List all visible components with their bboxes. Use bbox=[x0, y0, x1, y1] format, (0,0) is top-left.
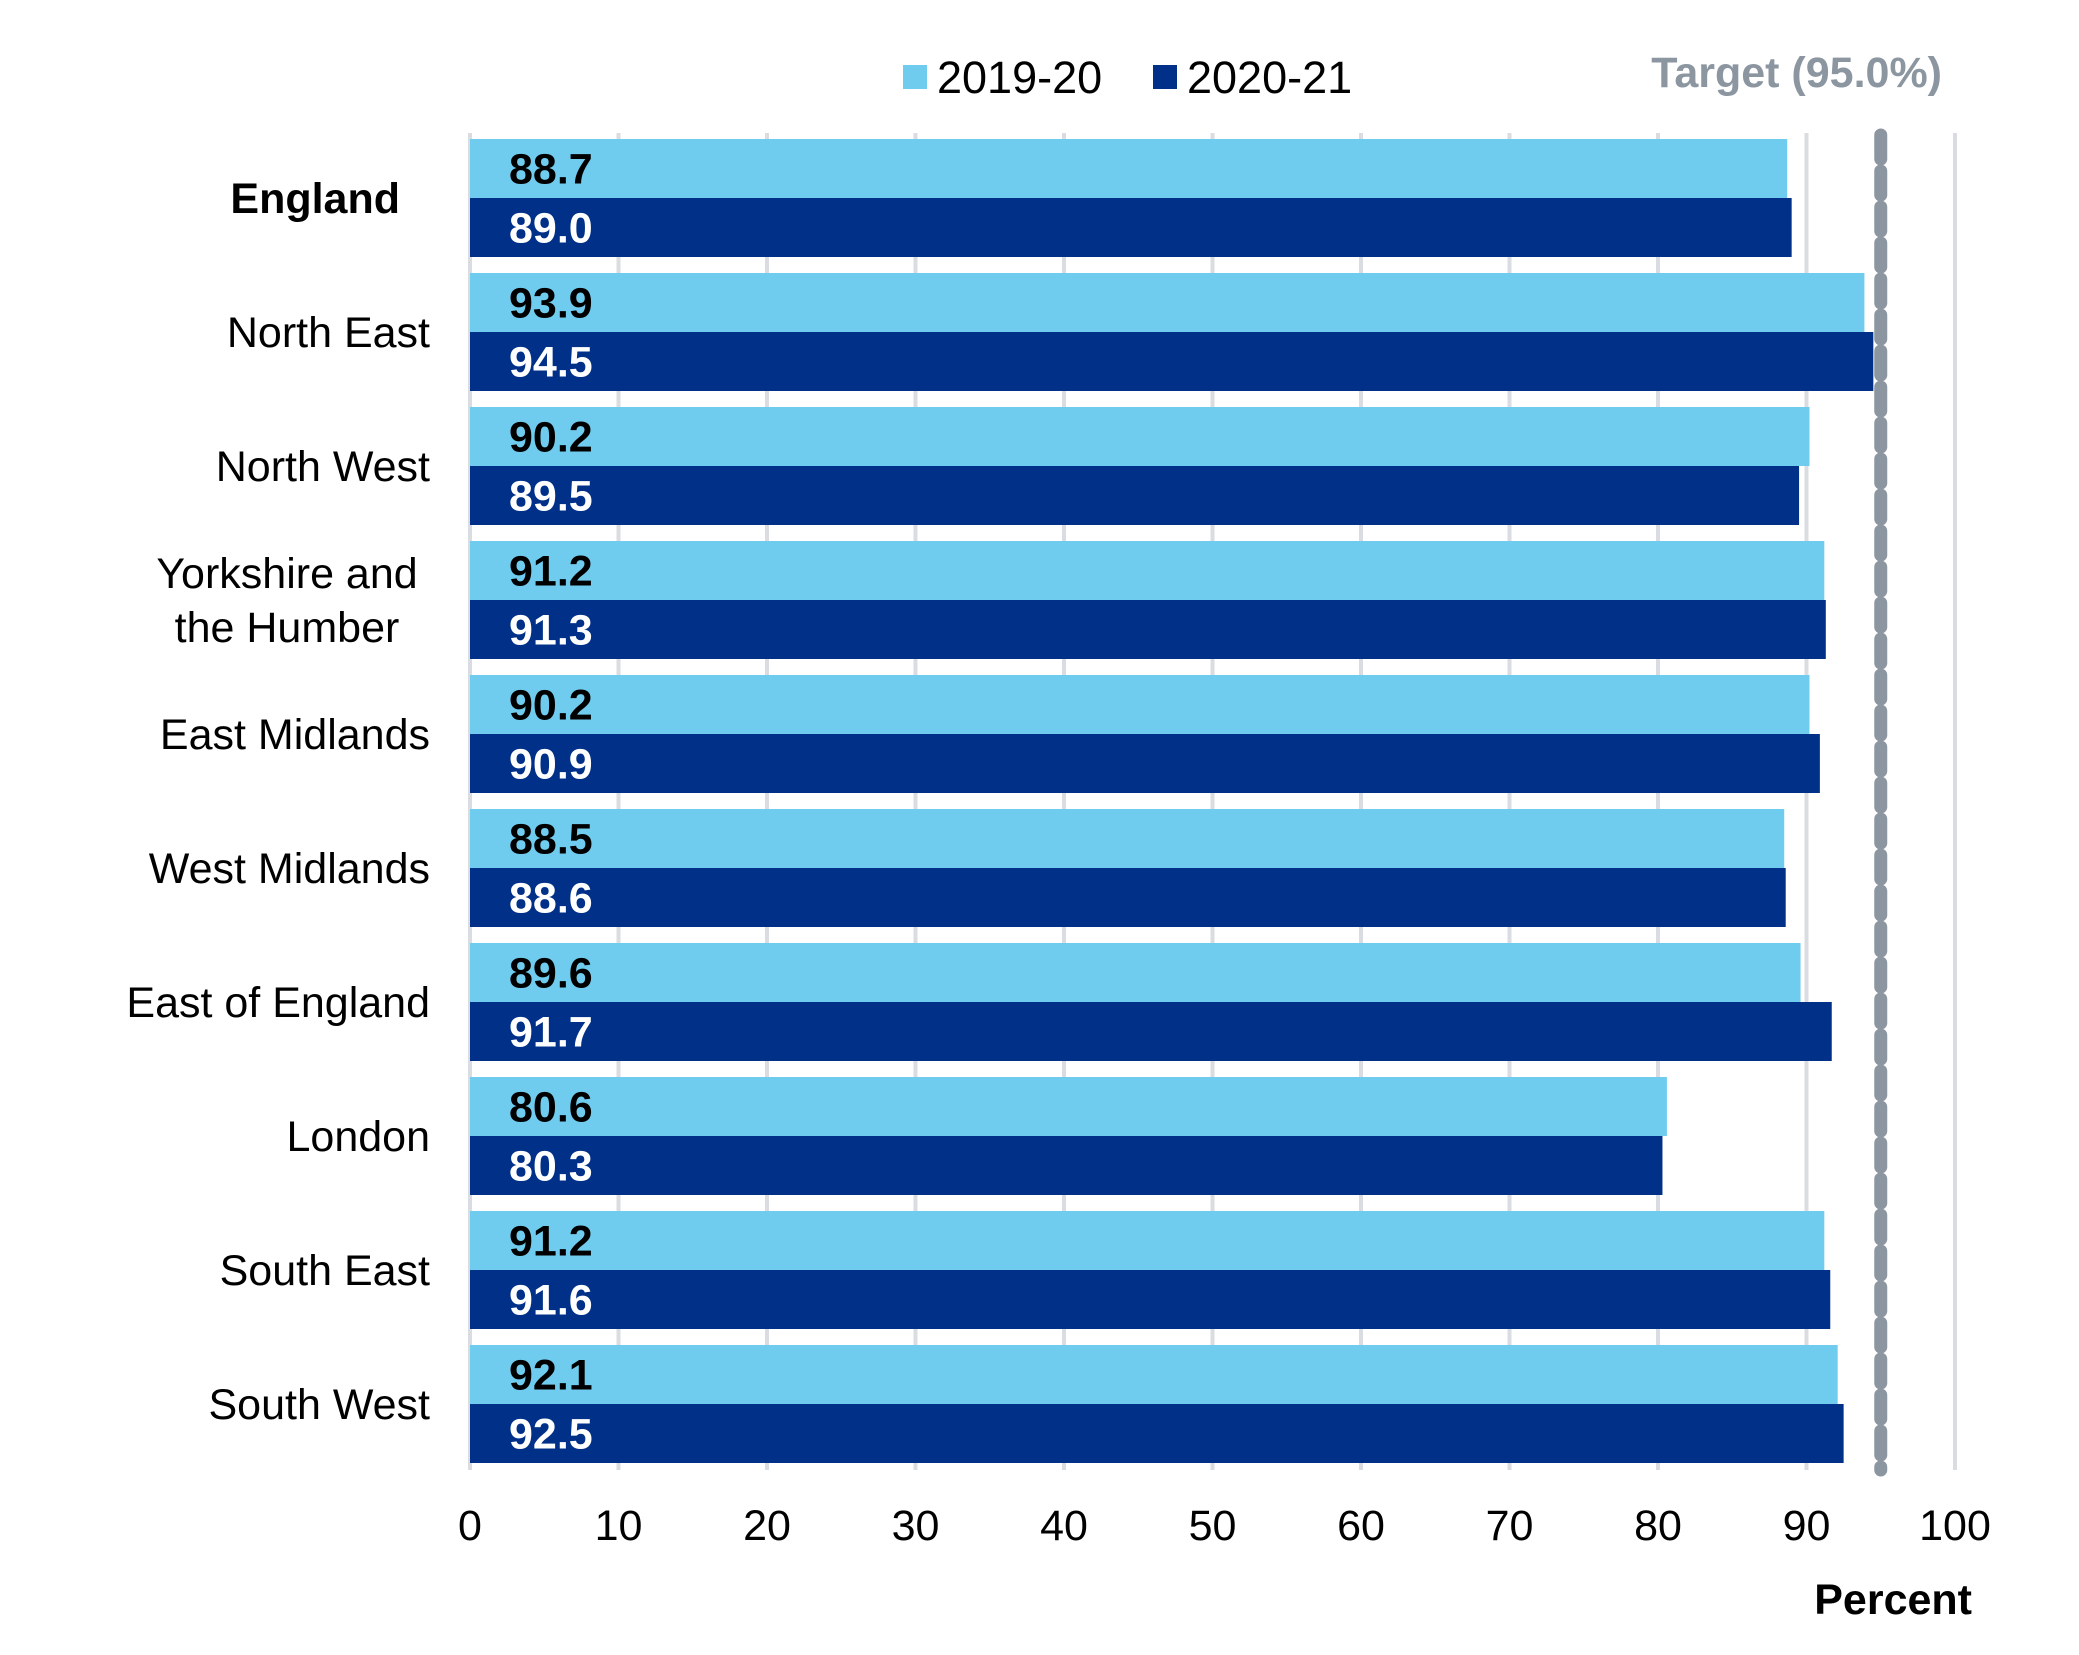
bar-west-midlands-2019-20 bbox=[470, 809, 1785, 868]
category-label-line: South West bbox=[209, 1381, 431, 1429]
data-label-south-west-2019-20: 92.1 bbox=[509, 1352, 593, 1400]
data-label-yorkshire-and-the-humber-2019-20: 91.2 bbox=[509, 548, 593, 596]
x-tick-50: 50 bbox=[1189, 1502, 1237, 1550]
bar-england-2020-21 bbox=[470, 198, 1792, 257]
category-label-line: the Humber bbox=[175, 604, 400, 652]
category-label-line: England bbox=[230, 175, 400, 223]
x-tick-0: 0 bbox=[458, 1502, 482, 1550]
bar-north-east-2020-21 bbox=[470, 332, 1874, 391]
bar-london-2020-21 bbox=[470, 1136, 1663, 1195]
data-label-england-2019-20: 88.7 bbox=[509, 146, 593, 194]
data-label-yorkshire-and-the-humber-2020-21: 91.3 bbox=[509, 607, 593, 655]
data-label-south-east-2020-21: 91.6 bbox=[509, 1277, 593, 1325]
category-label-england: England bbox=[230, 175, 400, 223]
x-tick-60: 60 bbox=[1337, 1502, 1385, 1550]
category-label-south-west: South West bbox=[209, 1381, 431, 1429]
legend: 2019-20 2020-21 bbox=[903, 52, 1352, 103]
bar-east-midlands-2020-21 bbox=[470, 734, 1820, 793]
category-label-line: West Midlands bbox=[149, 845, 430, 893]
x-tick-20: 20 bbox=[743, 1502, 791, 1550]
category-label-line: South East bbox=[220, 1247, 430, 1295]
bar-east-midlands-2019-20 bbox=[470, 675, 1810, 734]
data-labels: 88.7 89.0 93.9 94.5 90.2 89.5 91.2 91.3 90.2 90.9… bbox=[509, 146, 593, 1459]
data-label-north-west-2020-21: 89.5 bbox=[509, 473, 593, 521]
category-label-line: East Midlands bbox=[160, 711, 430, 759]
bar-west-midlands-2020-21 bbox=[470, 868, 1786, 927]
bar-south-east-2019-20 bbox=[470, 1211, 1825, 1270]
bar-north-west-2020-21 bbox=[470, 466, 1800, 525]
legend-label-2020-21: 2020-21 bbox=[1187, 52, 1352, 103]
bars bbox=[470, 139, 1874, 1463]
category-label-south-east: South East bbox=[220, 1247, 430, 1295]
category-label-east-midlands: East Midlands bbox=[160, 711, 430, 759]
category-label-north-east: North East bbox=[227, 309, 430, 357]
x-tick-10: 10 bbox=[595, 1502, 643, 1550]
category-label-line: Yorkshire and bbox=[156, 550, 417, 598]
bar-south-east-2020-21 bbox=[470, 1270, 1831, 1329]
bar-south-west-2019-20 bbox=[470, 1345, 1838, 1404]
bar-yorkshire-and-the-humber-2019-20 bbox=[470, 541, 1825, 600]
data-label-east-midlands-2020-21: 90.9 bbox=[509, 741, 593, 789]
category-label-london: London bbox=[287, 1113, 431, 1161]
bar-south-west-2020-21 bbox=[470, 1404, 1844, 1463]
x-tick-30: 30 bbox=[892, 1502, 940, 1550]
x-tick-40: 40 bbox=[1040, 1502, 1088, 1550]
category-label-line: London bbox=[287, 1113, 431, 1161]
data-label-london-2020-21: 80.3 bbox=[509, 1143, 593, 1191]
category-labels: England North East North West Yorkshire and… bbox=[126, 175, 430, 1429]
bar-north-east-2019-20 bbox=[470, 273, 1865, 332]
bar-east-of-england-2019-20 bbox=[470, 943, 1801, 1002]
category-label-line: North West bbox=[216, 443, 430, 491]
bar-england-2019-20 bbox=[470, 139, 1788, 198]
x-axis-label: Percent bbox=[1814, 1576, 1972, 1624]
data-label-england-2020-21: 89.0 bbox=[509, 205, 593, 253]
data-label-south-west-2020-21: 92.5 bbox=[509, 1411, 593, 1459]
x-tick-70: 70 bbox=[1486, 1502, 1534, 1550]
data-label-east-of-england-2020-21: 91.7 bbox=[509, 1009, 593, 1057]
data-label-east-midlands-2019-20: 90.2 bbox=[509, 682, 593, 730]
bar-london-2019-20 bbox=[470, 1077, 1667, 1136]
data-label-west-midlands-2020-21: 88.6 bbox=[509, 875, 593, 923]
bar-north-west-2019-20 bbox=[470, 407, 1810, 466]
legend-label-2019-20: 2019-20 bbox=[937, 52, 1102, 103]
legend-swatch-2019-20 bbox=[903, 65, 927, 89]
category-label-yorkshire-and-the-humber: Yorkshire and the Humber bbox=[156, 550, 417, 652]
category-label-east-of-england: East of England bbox=[126, 979, 430, 1027]
data-label-north-east-2020-21: 94.5 bbox=[509, 339, 593, 387]
category-label-line: East of England bbox=[126, 979, 430, 1027]
legend-swatch-2020-21 bbox=[1153, 65, 1177, 89]
bar-yorkshire-and-the-humber-2020-21 bbox=[470, 600, 1826, 659]
data-label-west-midlands-2019-20: 88.5 bbox=[509, 816, 593, 864]
bar-east-of-england-2020-21 bbox=[470, 1002, 1832, 1061]
x-tick-80: 80 bbox=[1634, 1502, 1682, 1550]
x-axis-ticks: 0 10 20 30 40 50 60 70 80 90 100 bbox=[458, 1502, 1991, 1550]
x-tick-100: 100 bbox=[1919, 1502, 1991, 1550]
category-label-west-midlands: West Midlands bbox=[149, 845, 430, 893]
x-tick-90: 90 bbox=[1783, 1502, 1831, 1550]
data-label-south-east-2019-20: 91.2 bbox=[509, 1218, 593, 1266]
data-label-east-of-england-2019-20: 89.6 bbox=[509, 950, 593, 998]
category-label-north-west: North West bbox=[216, 443, 430, 491]
data-label-north-west-2019-20: 90.2 bbox=[509, 414, 593, 462]
category-label-line: North East bbox=[227, 309, 430, 357]
data-label-london-2019-20: 80.6 bbox=[509, 1084, 593, 1132]
target-label: Target (95.0%) bbox=[1651, 49, 1942, 97]
data-label-north-east-2019-20: 93.9 bbox=[509, 280, 593, 328]
